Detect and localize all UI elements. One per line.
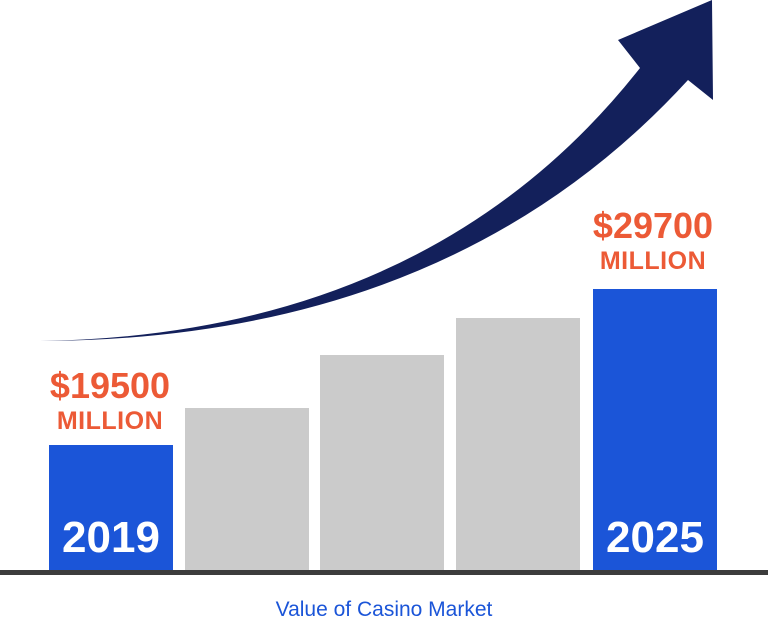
value-amount-2025: $29700 (592, 205, 714, 246)
x-axis-baseline (0, 570, 768, 575)
value-unit-2019: MILLION (56, 407, 164, 435)
year-label-2019: 2019 (62, 513, 160, 562)
bar-2025 (593, 289, 717, 570)
year-label-2025: 2025 (606, 513, 704, 562)
bar-2 (185, 408, 309, 570)
bar-3 (320, 355, 444, 570)
trend-arrow-icon (40, 0, 713, 341)
value-label-2025: $29700 MILLION (573, 206, 733, 276)
chart-caption: Value of Casino Market (275, 598, 493, 621)
bar-4 (456, 318, 580, 570)
value-unit-2025: MILLION (599, 247, 707, 275)
bars (49, 289, 717, 570)
bar-2019 (49, 445, 173, 570)
value-label-2019: $19500 MILLION (30, 366, 190, 436)
value-amount-2019: $19500 (49, 365, 171, 406)
